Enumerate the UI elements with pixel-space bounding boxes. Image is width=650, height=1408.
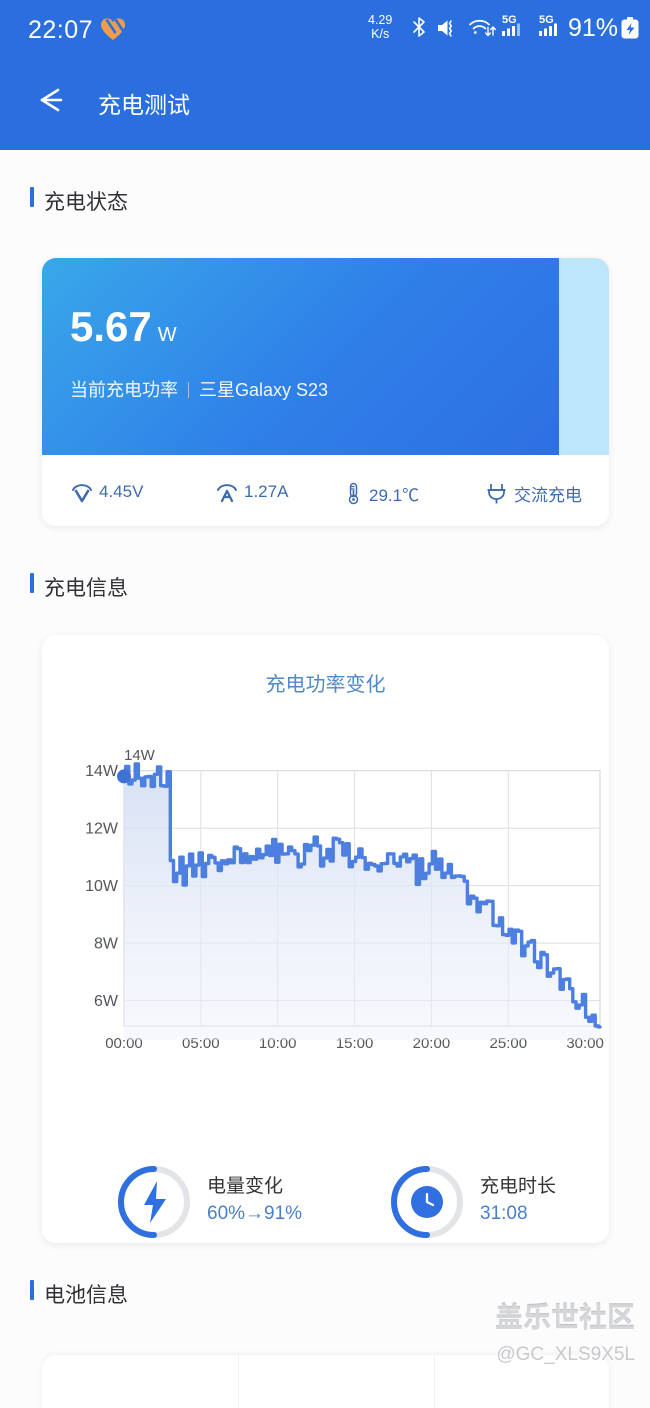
svg-text:14W: 14W xyxy=(85,763,119,780)
svg-text:8W: 8W xyxy=(94,936,119,953)
svg-text:10W: 10W xyxy=(85,878,119,895)
svg-text:12W: 12W xyxy=(85,821,119,838)
svg-text:6W: 6W xyxy=(94,993,119,1010)
svg-text:14W: 14W xyxy=(124,747,156,764)
